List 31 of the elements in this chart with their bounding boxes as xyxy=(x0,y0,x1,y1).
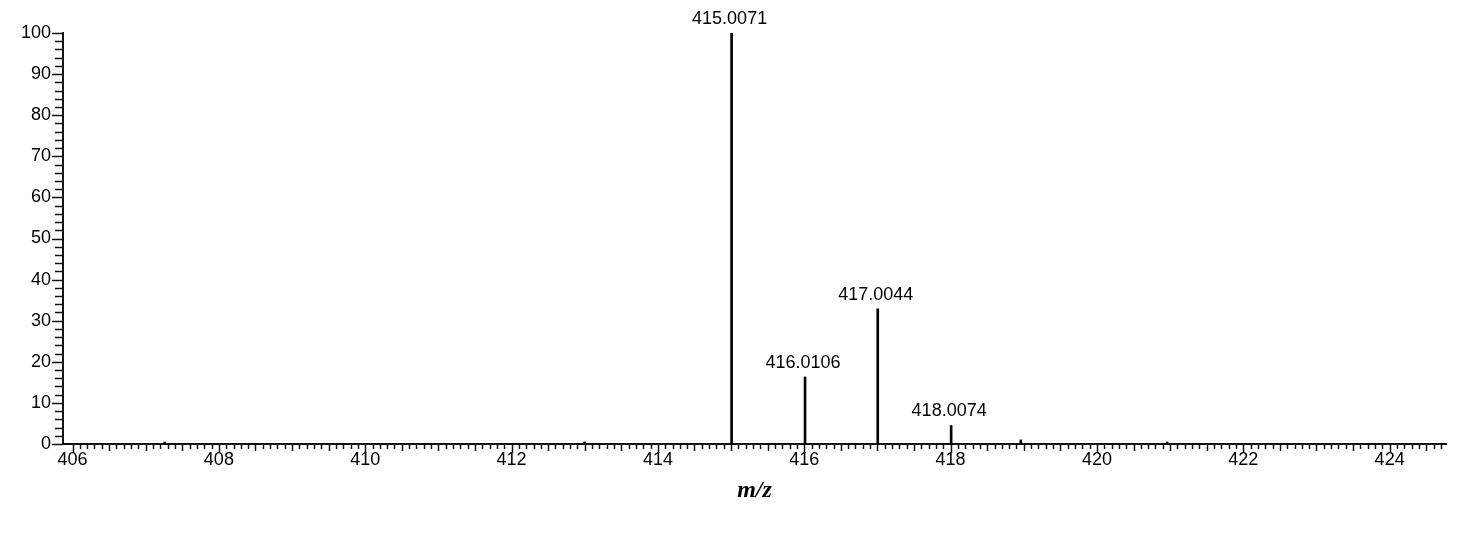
x-tick-label: 408 xyxy=(203,448,234,469)
bar xyxy=(876,308,880,444)
bar xyxy=(730,33,733,444)
x-tick-label: 406 xyxy=(57,448,88,469)
annotation: 418.0074 xyxy=(911,400,987,421)
x-tick-label: 422 xyxy=(1228,448,1259,469)
x-tick-label: 412 xyxy=(496,448,527,469)
bar xyxy=(163,441,167,444)
bar xyxy=(1165,441,1169,444)
y-tick-label: 30 xyxy=(30,309,51,330)
x-tick-label: 420 xyxy=(1081,448,1112,469)
y-tick-label: 70 xyxy=(30,145,51,166)
annotation: 415.0071 xyxy=(692,7,768,28)
annotation: 416.0106 xyxy=(765,351,841,372)
x-axis-title: m/z xyxy=(737,475,773,502)
y-tick-label: 90 xyxy=(30,63,51,84)
y-tick-label: 10 xyxy=(30,391,51,412)
annotation: 417.0044 xyxy=(838,283,914,304)
x-tick-label: 414 xyxy=(642,448,673,469)
x-tick-label: 424 xyxy=(1374,448,1405,469)
x-tick-label: 416 xyxy=(789,448,820,469)
y-tick-label: 100 xyxy=(20,21,51,42)
y-tick-label: 40 xyxy=(30,268,51,289)
y-tick-label: 0 xyxy=(40,432,51,453)
y-tick-label: 80 xyxy=(30,104,51,125)
y-tick-label: 50 xyxy=(30,227,51,248)
y-tick-label: 20 xyxy=(30,350,51,371)
y-tick-label: 60 xyxy=(30,186,51,207)
bar xyxy=(583,441,587,444)
x-tick-label: 410 xyxy=(350,448,381,469)
x-tick-label: 418 xyxy=(935,448,966,469)
